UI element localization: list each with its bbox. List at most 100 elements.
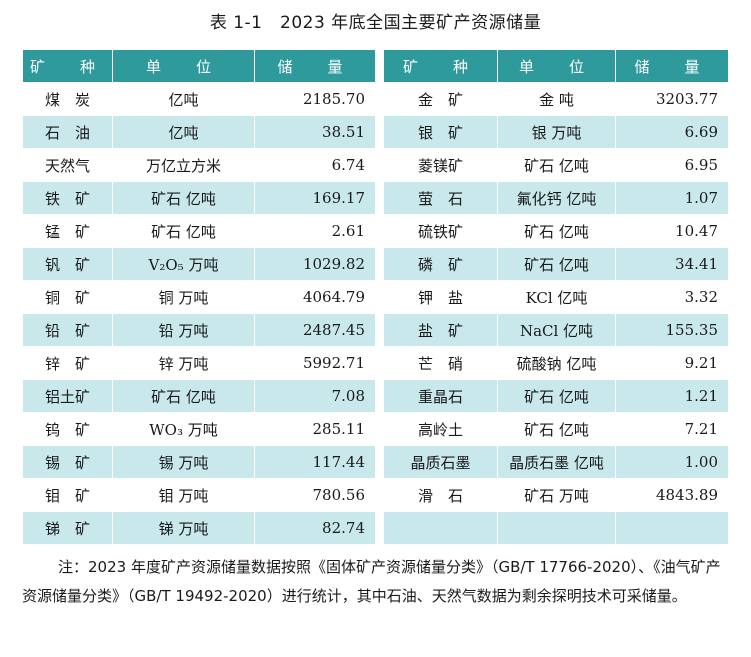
cell-mineral: 石 油 — [22, 115, 113, 149]
cell-unit: WO₃ 万吨 — [112, 412, 255, 446]
table-row: 煤 炭亿吨 2185.70 — [22, 82, 376, 116]
cell-reserve: 6.69 — [615, 115, 729, 149]
table-row: 盐 矿 NaCl 亿吨 155.35 — [383, 313, 729, 347]
cell-mineral: 磷 矿 — [383, 247, 498, 281]
table-row: 锌 矿锌 万吨 5992.71 — [22, 346, 376, 380]
table-footnote: 注：2023 年度矿产资源储量数据按照《固体矿产资源储量分类》（GB/T 177… — [22, 558, 721, 605]
table-row: 石 油亿吨 38.51 — [22, 115, 376, 149]
cell-unit: 矿石 亿吨 — [497, 247, 616, 281]
cell-mineral: 硫铁矿 — [383, 214, 498, 248]
table-row: 滑 石矿石 万吨 4843.89 — [383, 478, 729, 512]
cell-reserve: 1.00 — [615, 445, 729, 479]
cell-reserve: 285.11 — [254, 412, 376, 446]
table-title: 表 1-1 2023 年底全国主要矿产资源储量 — [209, 13, 542, 33]
cell-reserve: 2185.70 — [254, 82, 376, 116]
table-row: 金 矿金 吨 3203.77 — [383, 82, 729, 116]
cell-unit: 矿石 亿吨 — [497, 412, 616, 446]
cell-mineral: 铜 矿 — [22, 280, 113, 314]
table-row: 锡 矿锡 万吨 117.44 — [22, 445, 376, 479]
cell-mineral: 铅 矿 — [22, 313, 113, 347]
cell-reserve: 117.44 — [254, 445, 376, 479]
cell-unit: 矿石 亿吨 — [112, 181, 255, 215]
header-mineral: 矿 种 — [383, 49, 498, 83]
cell-mineral: 菱镁矿 — [383, 148, 498, 182]
table-row: 萤 石氟化钙 亿吨 1.07 — [383, 181, 729, 215]
header-unit: 单 位 — [112, 49, 255, 83]
header-reserve: 储 量 — [615, 49, 729, 83]
cell-reserve: 2487.45 — [254, 313, 376, 347]
cell-mineral: 天然气 — [22, 148, 113, 182]
cell-mineral: 滑 石 — [383, 478, 498, 512]
cell-unit: 铜 万吨 — [112, 280, 255, 314]
table-row: 晶质石墨 晶质石墨 亿吨 1.00 — [383, 445, 729, 479]
cell-reserve: 1.21 — [615, 379, 729, 413]
cell-unit: 锌 万吨 — [112, 346, 255, 380]
table-row: 硫铁矿 矿石 亿吨 10.47 — [383, 214, 729, 248]
cell-reserve: 6.74 — [254, 148, 376, 182]
cell-mineral: 银 矿 — [383, 115, 498, 149]
cell-unit: V₂O₅ 万吨 — [112, 247, 255, 281]
cell-mineral: 锡 矿 — [22, 445, 113, 479]
table-row — [383, 511, 729, 545]
cell-reserve: 169.17 — [254, 181, 376, 215]
cell-unit: 矿石 亿吨 — [112, 379, 255, 413]
table-row: 钾 盐 KCl 亿吨 3.32 — [383, 280, 729, 314]
cell-mineral: 晶质石墨 — [383, 445, 498, 479]
cell-unit: 锡 万吨 — [112, 445, 255, 479]
cell-reserve: 780.56 — [254, 478, 376, 512]
cell-mineral: 锌 矿 — [22, 346, 113, 380]
cell-reserve: 10.47 — [615, 214, 729, 248]
cell-mineral — [383, 511, 498, 545]
cell-unit: 矿石 亿吨 — [497, 214, 616, 248]
cell-reserve: 38.51 — [254, 115, 376, 149]
table-row: 铅 矿铅 万吨 2487.45 — [22, 313, 376, 347]
table-row: 天然气 万亿立方米 6.74 — [22, 148, 376, 182]
table-row: 重晶石 矿石 亿吨 1.21 — [383, 379, 729, 413]
cell-mineral: 重晶石 — [383, 379, 498, 413]
header-unit: 单 位 — [497, 49, 616, 83]
cell-reserve: 5992.71 — [254, 346, 376, 380]
cell-unit: 晶质石墨 亿吨 — [497, 445, 616, 479]
cell-unit: 亿吨 — [112, 82, 255, 116]
cell-mineral: 钼 矿 — [22, 478, 113, 512]
cell-unit: 矿石 万吨 — [497, 478, 616, 512]
cell-unit: 硫酸钠 亿吨 — [497, 346, 616, 380]
cell-unit: 矿石 亿吨 — [497, 379, 616, 413]
cell-mineral: 芒 硝 — [383, 346, 498, 380]
header-mineral: 矿 种 — [22, 49, 113, 83]
cell-reserve: 7.08 — [254, 379, 376, 413]
cell-reserve: 155.35 — [615, 313, 729, 347]
table-header-row: 矿 种 单 位 储 量 — [22, 49, 376, 83]
cell-mineral: 金 矿 — [383, 82, 498, 116]
cell-reserve — [615, 511, 729, 545]
cell-reserve: 3.32 — [615, 280, 729, 314]
cell-unit: NaCl 亿吨 — [497, 313, 616, 347]
cell-unit: 银 万吨 — [497, 115, 616, 149]
table-header-row: 矿 种 单 位 储 量 — [383, 49, 729, 83]
table-row: 菱镁矿 矿石 亿吨 6.95 — [383, 148, 729, 182]
cell-reserve: 4843.89 — [615, 478, 729, 512]
table-row: 钒 矿 V₂O₅ 万吨 1029.82 — [22, 247, 376, 281]
table-row: 锰 矿矿石 亿吨 2.61 — [22, 214, 376, 248]
cell-reserve: 82.74 — [254, 511, 376, 545]
cell-unit — [497, 511, 616, 545]
cell-mineral: 锰 矿 — [22, 214, 113, 248]
cell-reserve: 2.61 — [254, 214, 376, 248]
cell-mineral: 钒 矿 — [22, 247, 113, 281]
cell-unit: 矿石 亿吨 — [112, 214, 255, 248]
cell-mineral: 锑 矿 — [22, 511, 113, 545]
cell-reserve: 7.21 — [615, 412, 729, 446]
cell-unit: 矿石 亿吨 — [497, 148, 616, 182]
cell-reserve: 6.95 — [615, 148, 729, 182]
table-row: 铜 矿铜 万吨 4064.79 — [22, 280, 376, 314]
table-row: 铝土矿 矿石 亿吨 7.08 — [22, 379, 376, 413]
header-reserve: 储 量 — [254, 49, 376, 83]
cell-unit: 亿吨 — [112, 115, 255, 149]
cell-mineral: 高岭土 — [383, 412, 498, 446]
reserves-table-right: 矿 种 单 位 储 量 金 矿金 吨 3203.77 银 矿银 万吨 6.69 菱镁矿矿… — [383, 49, 729, 545]
cell-reserve: 34.41 — [615, 247, 729, 281]
cell-reserve: 1.07 — [615, 181, 729, 215]
table-row: 钼 矿钼 万吨 780.56 — [22, 478, 376, 512]
cell-unit: 锑 万吨 — [112, 511, 255, 545]
cell-unit: 铅 万吨 — [112, 313, 255, 347]
